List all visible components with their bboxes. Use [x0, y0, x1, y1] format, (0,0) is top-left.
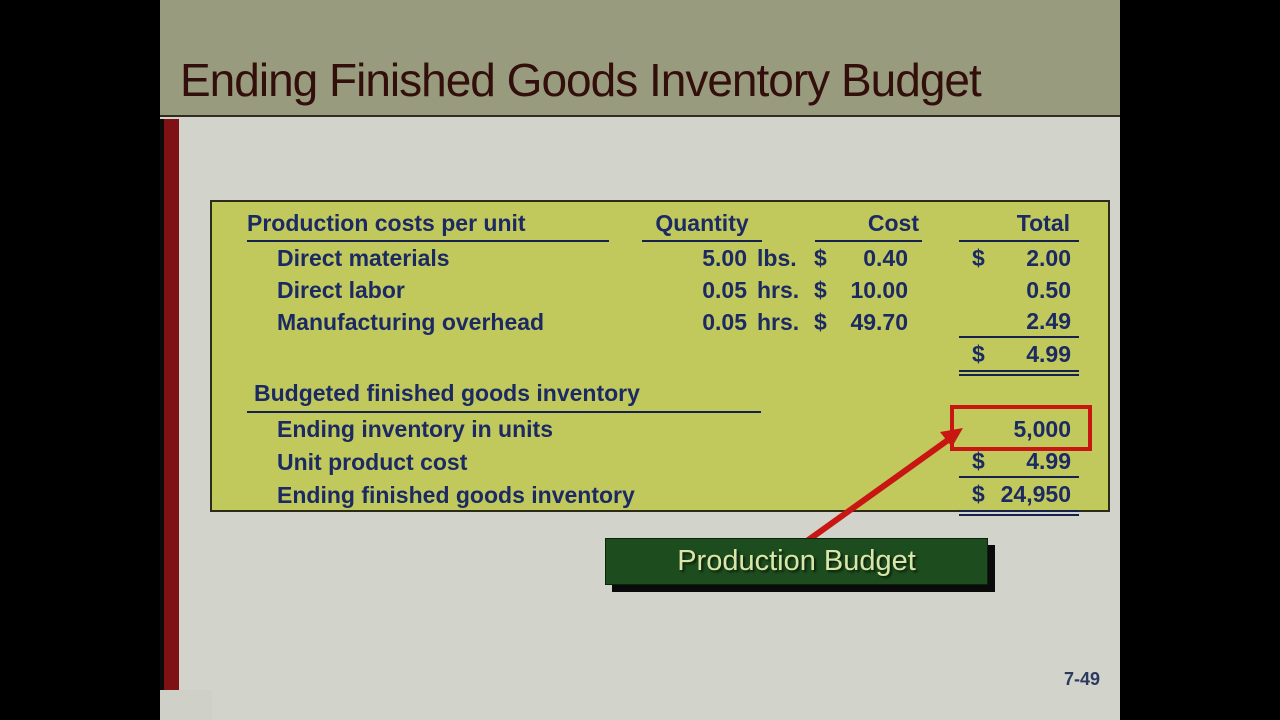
row-label: Ending finished goods inventory	[277, 481, 635, 508]
table-row: Direct labor 0.05 hrs. $10.00 0.50	[212, 274, 1108, 306]
qty-cell: 5.00	[702, 244, 747, 271]
page-number: 7-49	[1063, 669, 1100, 689]
slide: Ending Finished Goods Inventory Budget P…	[160, 0, 1120, 720]
row-label: Ending inventory in units	[277, 415, 553, 442]
row-label: Direct materials	[277, 244, 450, 271]
total-cell: $2.00	[972, 244, 1071, 271]
unit-cell: lbs.	[757, 244, 797, 271]
cost-table: Production costs per unit Quantity Cost …	[210, 200, 1110, 516]
table-row: Manufacturing overhead 0.05 hrs. $49.70 …	[212, 306, 1108, 338]
section-header: Budgeted finished goods inventory	[247, 380, 761, 413]
total-cell: 2.49	[959, 306, 1079, 338]
production-budget-label: Production Budget	[677, 545, 916, 577]
left-edge-strip	[160, 119, 164, 690]
slide-title: Ending Finished Goods Inventory Budget	[180, 54, 982, 106]
header-cost: Cost	[815, 210, 922, 242]
table-row: Ending inventory in units 5,000	[212, 405, 1108, 451]
header-production-costs: Production costs per unit	[247, 210, 609, 242]
row-label: Manufacturing overhead	[277, 308, 545, 335]
production-budget-button[interactable]: Production Budget	[605, 538, 988, 585]
table-row: Ending finished goods inventory $24,950	[212, 478, 1108, 516]
cost-cell: $49.70	[814, 308, 908, 335]
qty-cell: 0.05	[702, 276, 747, 303]
table-header-row: Production costs per unit Quantity Cost …	[212, 206, 1108, 242]
corner-block	[160, 690, 212, 720]
cost-cell: $10.00	[814, 276, 908, 303]
unit-cell: hrs.	[757, 276, 800, 303]
header-total: Total	[959, 210, 1079, 242]
accent-bar	[164, 119, 179, 690]
cost-cell: $0.40	[814, 244, 908, 271]
unit-cell: hrs.	[757, 308, 800, 335]
table-row: Direct materials 5.00 lbs. $0.40 $2.00	[212, 242, 1108, 274]
row-label: Direct labor	[277, 276, 405, 303]
ending-units-cell: 5,000	[950, 405, 1092, 451]
total-cell: 0.50	[1026, 276, 1071, 303]
header-quantity: Quantity	[642, 210, 762, 242]
total-cell: $4.99	[959, 446, 1079, 478]
section-header-row: Budgeted finished goods inventory	[212, 380, 1108, 413]
qty-cell: 0.05	[702, 308, 747, 335]
table-row: Unit product cost $4.99	[212, 446, 1108, 478]
unit-cost-total-row: $4.99	[212, 338, 1108, 376]
title-band: Ending Finished Goods Inventory Budget	[160, 0, 1120, 117]
total-cell: $24,950	[959, 478, 1079, 516]
unit-cost-total-cell: $4.99	[959, 338, 1079, 376]
row-label: Unit product cost	[277, 448, 468, 475]
